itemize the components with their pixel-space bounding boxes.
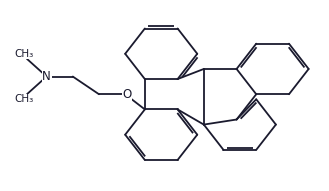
Text: O: O <box>122 88 132 101</box>
Text: N: N <box>42 70 51 83</box>
Text: CH₃: CH₃ <box>14 94 33 104</box>
Text: CH₃: CH₃ <box>14 49 33 59</box>
